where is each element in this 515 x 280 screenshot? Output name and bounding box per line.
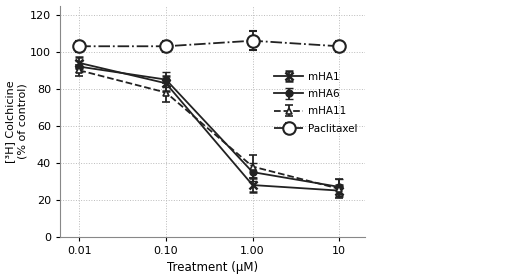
Y-axis label: [³H] Colchicine
(% of control): [³H] Colchicine (% of control) (6, 80, 27, 162)
X-axis label: Treatment (μM): Treatment (μM) (167, 262, 258, 274)
Legend: mHA1, mHA6, mHA11, Paclitaxel: mHA1, mHA6, mHA11, Paclitaxel (272, 70, 360, 136)
